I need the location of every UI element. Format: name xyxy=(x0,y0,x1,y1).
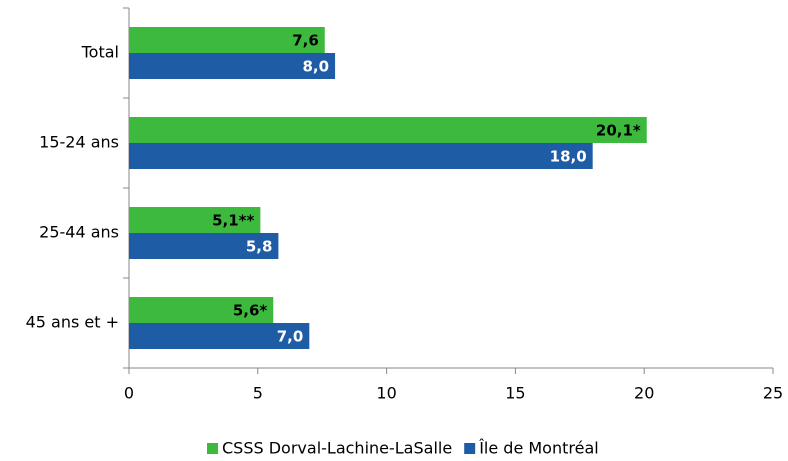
bar xyxy=(129,297,274,323)
bar xyxy=(129,53,336,79)
value-label: 18,0 xyxy=(550,148,587,166)
legend-label: CSSS Dorval-Lachine-LaSalle xyxy=(222,439,452,458)
value-label: 7,6 xyxy=(292,32,319,50)
x-tick-label: 5 xyxy=(253,384,263,403)
bar xyxy=(129,207,261,233)
value-label: 8,0 xyxy=(303,58,330,76)
bar xyxy=(129,117,647,143)
value-label: 5,1** xyxy=(212,212,254,230)
y-tick-label: 25-44 ans xyxy=(39,223,119,242)
x-tick-label: 0 xyxy=(124,384,134,403)
x-tick-label: 25 xyxy=(763,384,783,403)
x-tick-label: 20 xyxy=(634,384,654,403)
x-tick-label: 15 xyxy=(505,384,525,403)
bar xyxy=(129,233,279,259)
y-tick-label: 45 ans et + xyxy=(26,313,119,332)
value-label: 7,0 xyxy=(277,328,304,346)
value-label: 5,8 xyxy=(246,238,273,256)
legend-label: Île de Montréal xyxy=(478,439,599,458)
bar xyxy=(129,323,310,349)
value-label: 20,1* xyxy=(596,122,641,140)
legend-swatch xyxy=(464,443,476,454)
bar xyxy=(129,27,325,53)
x-tick-label: 10 xyxy=(376,384,396,403)
y-tick-label: Total xyxy=(81,43,119,62)
value-label: 5,6* xyxy=(233,302,268,320)
y-tick-label: 15-24 ans xyxy=(39,133,119,152)
bar xyxy=(129,143,593,169)
legend-swatch xyxy=(207,443,218,454)
